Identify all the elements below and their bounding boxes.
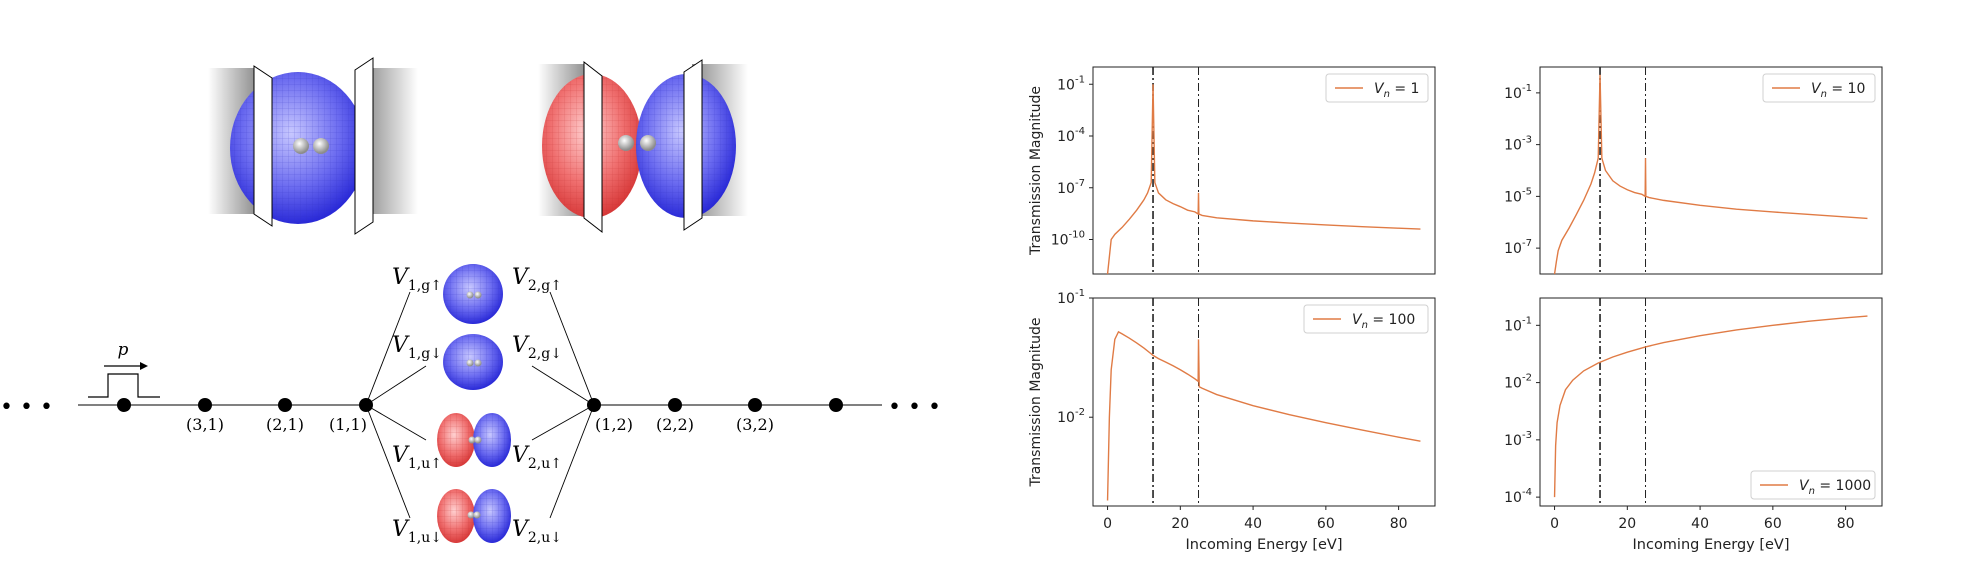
x-tick-label: 0 xyxy=(1103,516,1112,532)
y-tick-label: 10-1 xyxy=(1504,83,1532,102)
node-label: (1,1) xyxy=(329,415,367,434)
antibonding-orbital-with-walls xyxy=(538,59,748,234)
bonding-orbital-with-walls xyxy=(208,57,418,235)
y-axis-label: Transmission Magnitude xyxy=(1028,86,1044,256)
ellipsis-right: • • • xyxy=(888,395,941,420)
x-tick-label: 80 xyxy=(1390,516,1408,532)
x-tick-label: 80 xyxy=(1837,516,1855,532)
chart-panel-top-right: 10-1 10-3 10-5 10-7 Vn = 10 xyxy=(1504,66,1883,275)
momentum-label: p xyxy=(118,340,129,360)
node-label: (3,2) xyxy=(736,415,774,434)
y-tick-label: 10-5 xyxy=(1504,186,1532,205)
legend: Vn = 1 xyxy=(1325,73,1429,103)
site-node xyxy=(829,398,843,412)
x-tick-label: 20 xyxy=(1618,516,1636,532)
transmission-series xyxy=(1106,84,1421,275)
legend-box xyxy=(1762,73,1876,103)
orbital-u-up xyxy=(437,413,511,467)
node-label: (1,2) xyxy=(595,415,633,434)
coupling-label-right: V2,g↑ xyxy=(512,265,562,294)
x-tick-label: 20 xyxy=(1171,516,1189,532)
y-tick-label: 10-3 xyxy=(1504,135,1532,154)
x-tick-label: 0 xyxy=(1550,516,1559,532)
legend-label: Vn = 1 xyxy=(1374,81,1419,100)
site-node xyxy=(117,398,131,412)
legend: Vn = 100 xyxy=(1303,304,1429,334)
legend-label: Vn = 10 xyxy=(1811,81,1865,100)
y-tick-label: 10-2 xyxy=(1504,373,1532,392)
node-label: (3,1) xyxy=(186,415,224,434)
y-tick-label: 10-1 xyxy=(1057,288,1085,307)
site-node xyxy=(198,398,212,412)
site-node xyxy=(748,398,762,412)
coupling-label-left: V1,u↓ xyxy=(392,517,442,546)
coupling-label-left: V1,g↑ xyxy=(392,265,442,294)
legend-label: Vn = 100 xyxy=(1352,312,1415,331)
y-tick-label: 10-3 xyxy=(1504,430,1532,449)
coupling-label-right: V2,g↓ xyxy=(512,333,562,362)
transmission-series xyxy=(1553,74,1868,275)
legend-box xyxy=(1303,304,1429,334)
legend-label: Vn = 1000 xyxy=(1799,478,1871,497)
chart-panel-bottom-right: 10-1 10-2 10-3 10-4 0 20 40 60 80 Incoming Energy… xyxy=(1504,297,1883,553)
site-node xyxy=(668,398,682,412)
coupling-label-left: V1,u↑ xyxy=(392,443,442,472)
transmission-series xyxy=(1553,315,1868,498)
x-tick-label: 60 xyxy=(1764,516,1782,532)
coupling-label-right: V2,u↑ xyxy=(512,443,562,472)
chart-panel-bottom-left: 10-1 10-2 0 20 40 60 80 Incoming Energy [eV] Tra… xyxy=(1028,288,1436,553)
coupling-label-left: V1,g↓ xyxy=(392,333,442,362)
ellipsis-left: • • • xyxy=(0,395,53,420)
y-tick-label: 10-4 xyxy=(1057,126,1085,145)
legend: Vn = 1000 xyxy=(1750,470,1876,500)
site-node xyxy=(278,398,292,412)
chain-diagram: • • • • • • p (3,1) (2,1) (1,1) (1,2) (2… xyxy=(0,264,941,546)
y-tick-label: 10-7 xyxy=(1057,178,1085,197)
x-tick-label: 60 xyxy=(1317,516,1335,532)
x-tick-label: 40 xyxy=(1244,516,1262,532)
y-tick-label: 10-7 xyxy=(1504,238,1532,257)
node-label: (2,1) xyxy=(266,415,304,434)
legend: Vn = 10 xyxy=(1762,73,1876,103)
transmission-series xyxy=(1106,330,1421,501)
y-tick-label: 10-1 xyxy=(1504,315,1532,334)
chart-panel-top-left: 10-1 10-4 10-7 10-10 Transmission Magnitude V… xyxy=(1028,66,1436,275)
legend-box xyxy=(1750,470,1876,500)
y-tick-label: 10-2 xyxy=(1057,407,1085,426)
legend-box xyxy=(1325,73,1429,103)
orbital-g-up xyxy=(443,264,503,324)
y-tick-label: 10-1 xyxy=(1057,74,1085,93)
x-axis-label: Incoming Energy [eV] xyxy=(1186,537,1343,553)
x-tick-label: 40 xyxy=(1691,516,1709,532)
y-axis-label: Transmission Magnitude xyxy=(1028,317,1044,487)
wave-packet-icon xyxy=(88,373,160,398)
orbital-g-down xyxy=(443,334,503,390)
orbital-u-down xyxy=(437,489,511,543)
y-tick-label: 10-10 xyxy=(1051,230,1085,249)
x-axis-label: Incoming Energy [eV] xyxy=(1633,537,1790,553)
coupling-label-right: V2,u↓ xyxy=(512,517,562,546)
y-tick-label: 10-4 xyxy=(1504,487,1532,506)
node-label: (2,2) xyxy=(656,415,694,434)
